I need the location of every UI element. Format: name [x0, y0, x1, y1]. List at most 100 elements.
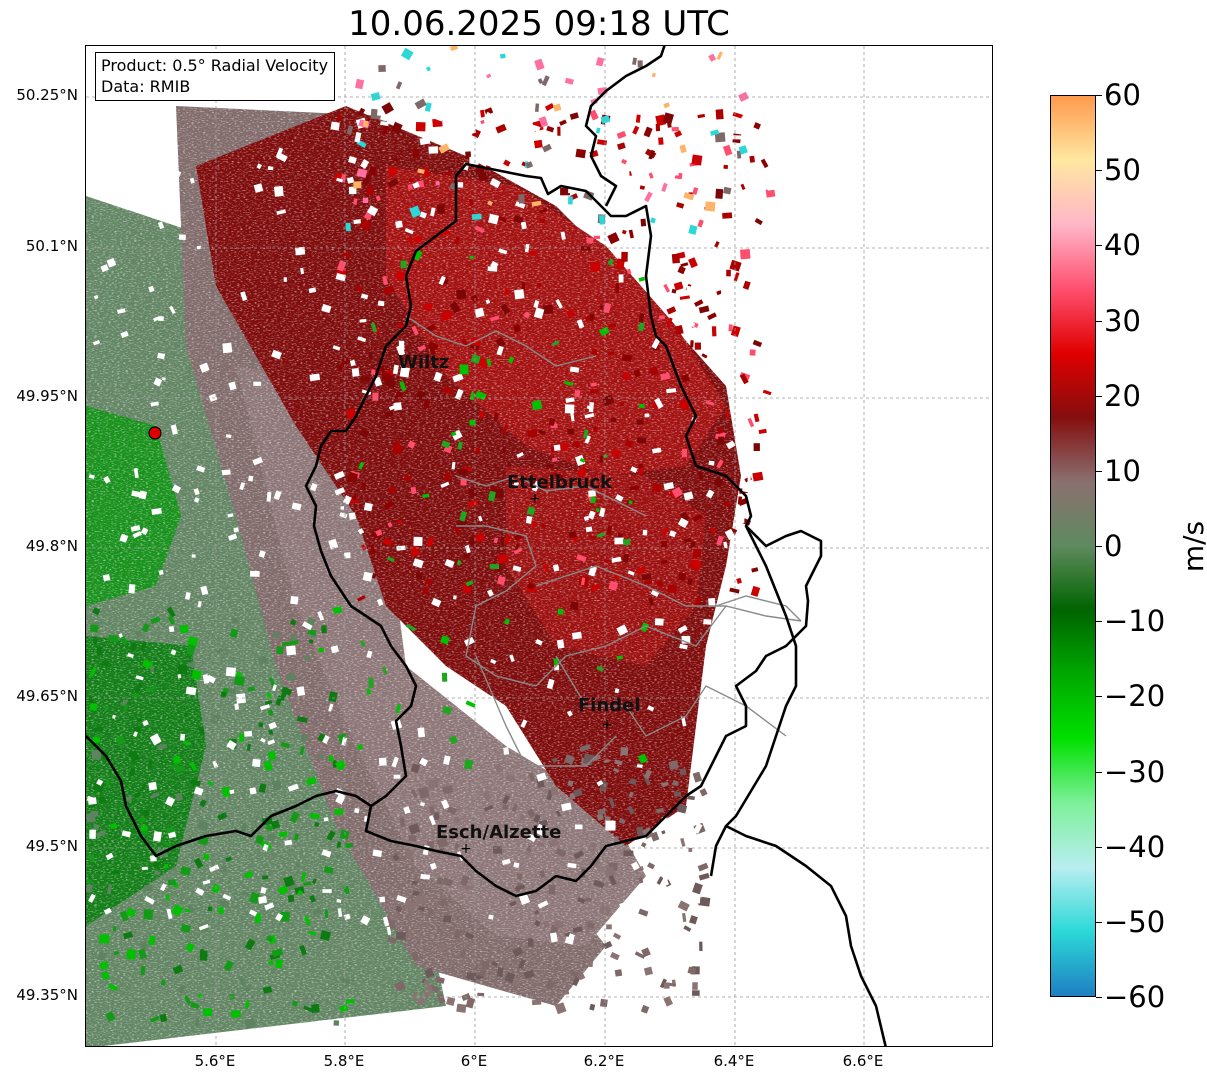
- radar-bin: [247, 686, 256, 692]
- radar-bin: [716, 51, 723, 60]
- radar-bin: [179, 866, 192, 876]
- radar-bin: [328, 538, 339, 550]
- radar-bin: [713, 476, 724, 488]
- radar-bin: [248, 475, 254, 482]
- radar-bin: [546, 678, 555, 690]
- radar-bin: [419, 801, 425, 807]
- radar-bin: [395, 931, 406, 940]
- radar-bin: [752, 339, 763, 348]
- radar-bin: [130, 188, 139, 195]
- radar-bin: [569, 970, 581, 979]
- radar-bin: [467, 499, 479, 508]
- radar-bin: [512, 946, 524, 957]
- radar-bin: [371, 531, 382, 539]
- radar-bin: [590, 496, 597, 504]
- radar-bin: [356, 168, 368, 179]
- radar-bin: [337, 908, 343, 918]
- radar-bin: [151, 507, 162, 516]
- radar-bin: [741, 172, 750, 181]
- radar-bin: [334, 487, 346, 496]
- radar-bin: [681, 716, 687, 727]
- radar-bin: [589, 1003, 596, 1011]
- radar-bin: [140, 527, 149, 536]
- radar-bin: [221, 469, 231, 476]
- radar-bin: [742, 730, 753, 740]
- radar-bin: [262, 986, 273, 994]
- radar-bin: [539, 870, 546, 878]
- radar-bin: [634, 191, 644, 203]
- radar-bin: [731, 788, 742, 799]
- radar-bin: [107, 983, 119, 992]
- radar-bin: [387, 522, 393, 528]
- radar-bin: [529, 772, 535, 782]
- radar-bin: [399, 817, 406, 828]
- radar-bin: [430, 207, 436, 217]
- radar-bin: [413, 235, 423, 244]
- radar-bin: [366, 185, 374, 196]
- radar-bin: [89, 624, 99, 633]
- radar-bin: [299, 746, 305, 756]
- radar-bin: [709, 781, 720, 790]
- radar-bin: [335, 792, 346, 805]
- radar-bin: [679, 643, 688, 650]
- radar-bin: [416, 895, 426, 905]
- radar-bin: [560, 187, 570, 196]
- radar-bin: [366, 688, 372, 695]
- radar-bin: [344, 552, 351, 559]
- radar-bin: [303, 1005, 314, 1013]
- radar-bin: [679, 144, 687, 154]
- radar-bin: [771, 434, 782, 441]
- radar-bin: [371, 369, 376, 375]
- radar-bin: [590, 535, 596, 540]
- radar-bin: [694, 596, 702, 607]
- radar-bin: [514, 289, 525, 300]
- radar-bin: [101, 660, 110, 667]
- radar-bin: [89, 703, 98, 711]
- radar-bin: [368, 677, 374, 688]
- radar-bin: [323, 817, 329, 822]
- radar-bin: [513, 862, 520, 868]
- radar-bin: [360, 915, 371, 926]
- radar-bin: [336, 114, 343, 121]
- radar-bin: [690, 541, 696, 549]
- radar-bin: [167, 831, 177, 839]
- radar-bin: [715, 109, 724, 120]
- radar-bin: [225, 856, 232, 862]
- radar-bin: [552, 103, 562, 112]
- radar-bin: [663, 982, 670, 989]
- radar-bin: [758, 428, 767, 434]
- radar-bin: [708, 460, 715, 466]
- radar-bin: [133, 467, 139, 479]
- radar-bin: [354, 808, 360, 814]
- radar-bin: [262, 843, 269, 852]
- radar-bin: [287, 783, 299, 792]
- radar-bin: [348, 156, 357, 164]
- radar-bin: [488, 914, 494, 920]
- radar-bin: [683, 491, 694, 501]
- radar-bin: [572, 926, 583, 933]
- radar-bin: [165, 894, 170, 901]
- radar-map[interactable]: Wiltz + Ettelbruck + Findel + Esch/Alzet…: [85, 45, 993, 1047]
- radar-bin: [498, 216, 507, 223]
- radar-bin: [336, 841, 342, 849]
- radar-bin: [683, 192, 695, 201]
- radar-bin: [566, 309, 575, 318]
- radar-bin: [536, 841, 545, 848]
- radar-bin: [551, 757, 558, 764]
- radar-bin: [524, 243, 530, 253]
- radar-bin: [357, 528, 365, 535]
- radar-bin: [515, 121, 519, 126]
- radar-bin: [513, 481, 520, 487]
- radar-bin: [196, 465, 206, 473]
- radar-bin: [638, 276, 646, 282]
- radar-bin: [482, 791, 492, 802]
- radar-bin: [607, 258, 615, 266]
- radar-bin: [682, 912, 687, 923]
- radar-bin: [732, 135, 743, 140]
- radar-bin: [103, 475, 111, 484]
- radar-bin: [671, 253, 680, 264]
- radar-bin: [276, 209, 287, 215]
- radar-bin: [405, 623, 417, 632]
- radar-bin: [276, 646, 284, 655]
- radar-bin: [296, 686, 306, 697]
